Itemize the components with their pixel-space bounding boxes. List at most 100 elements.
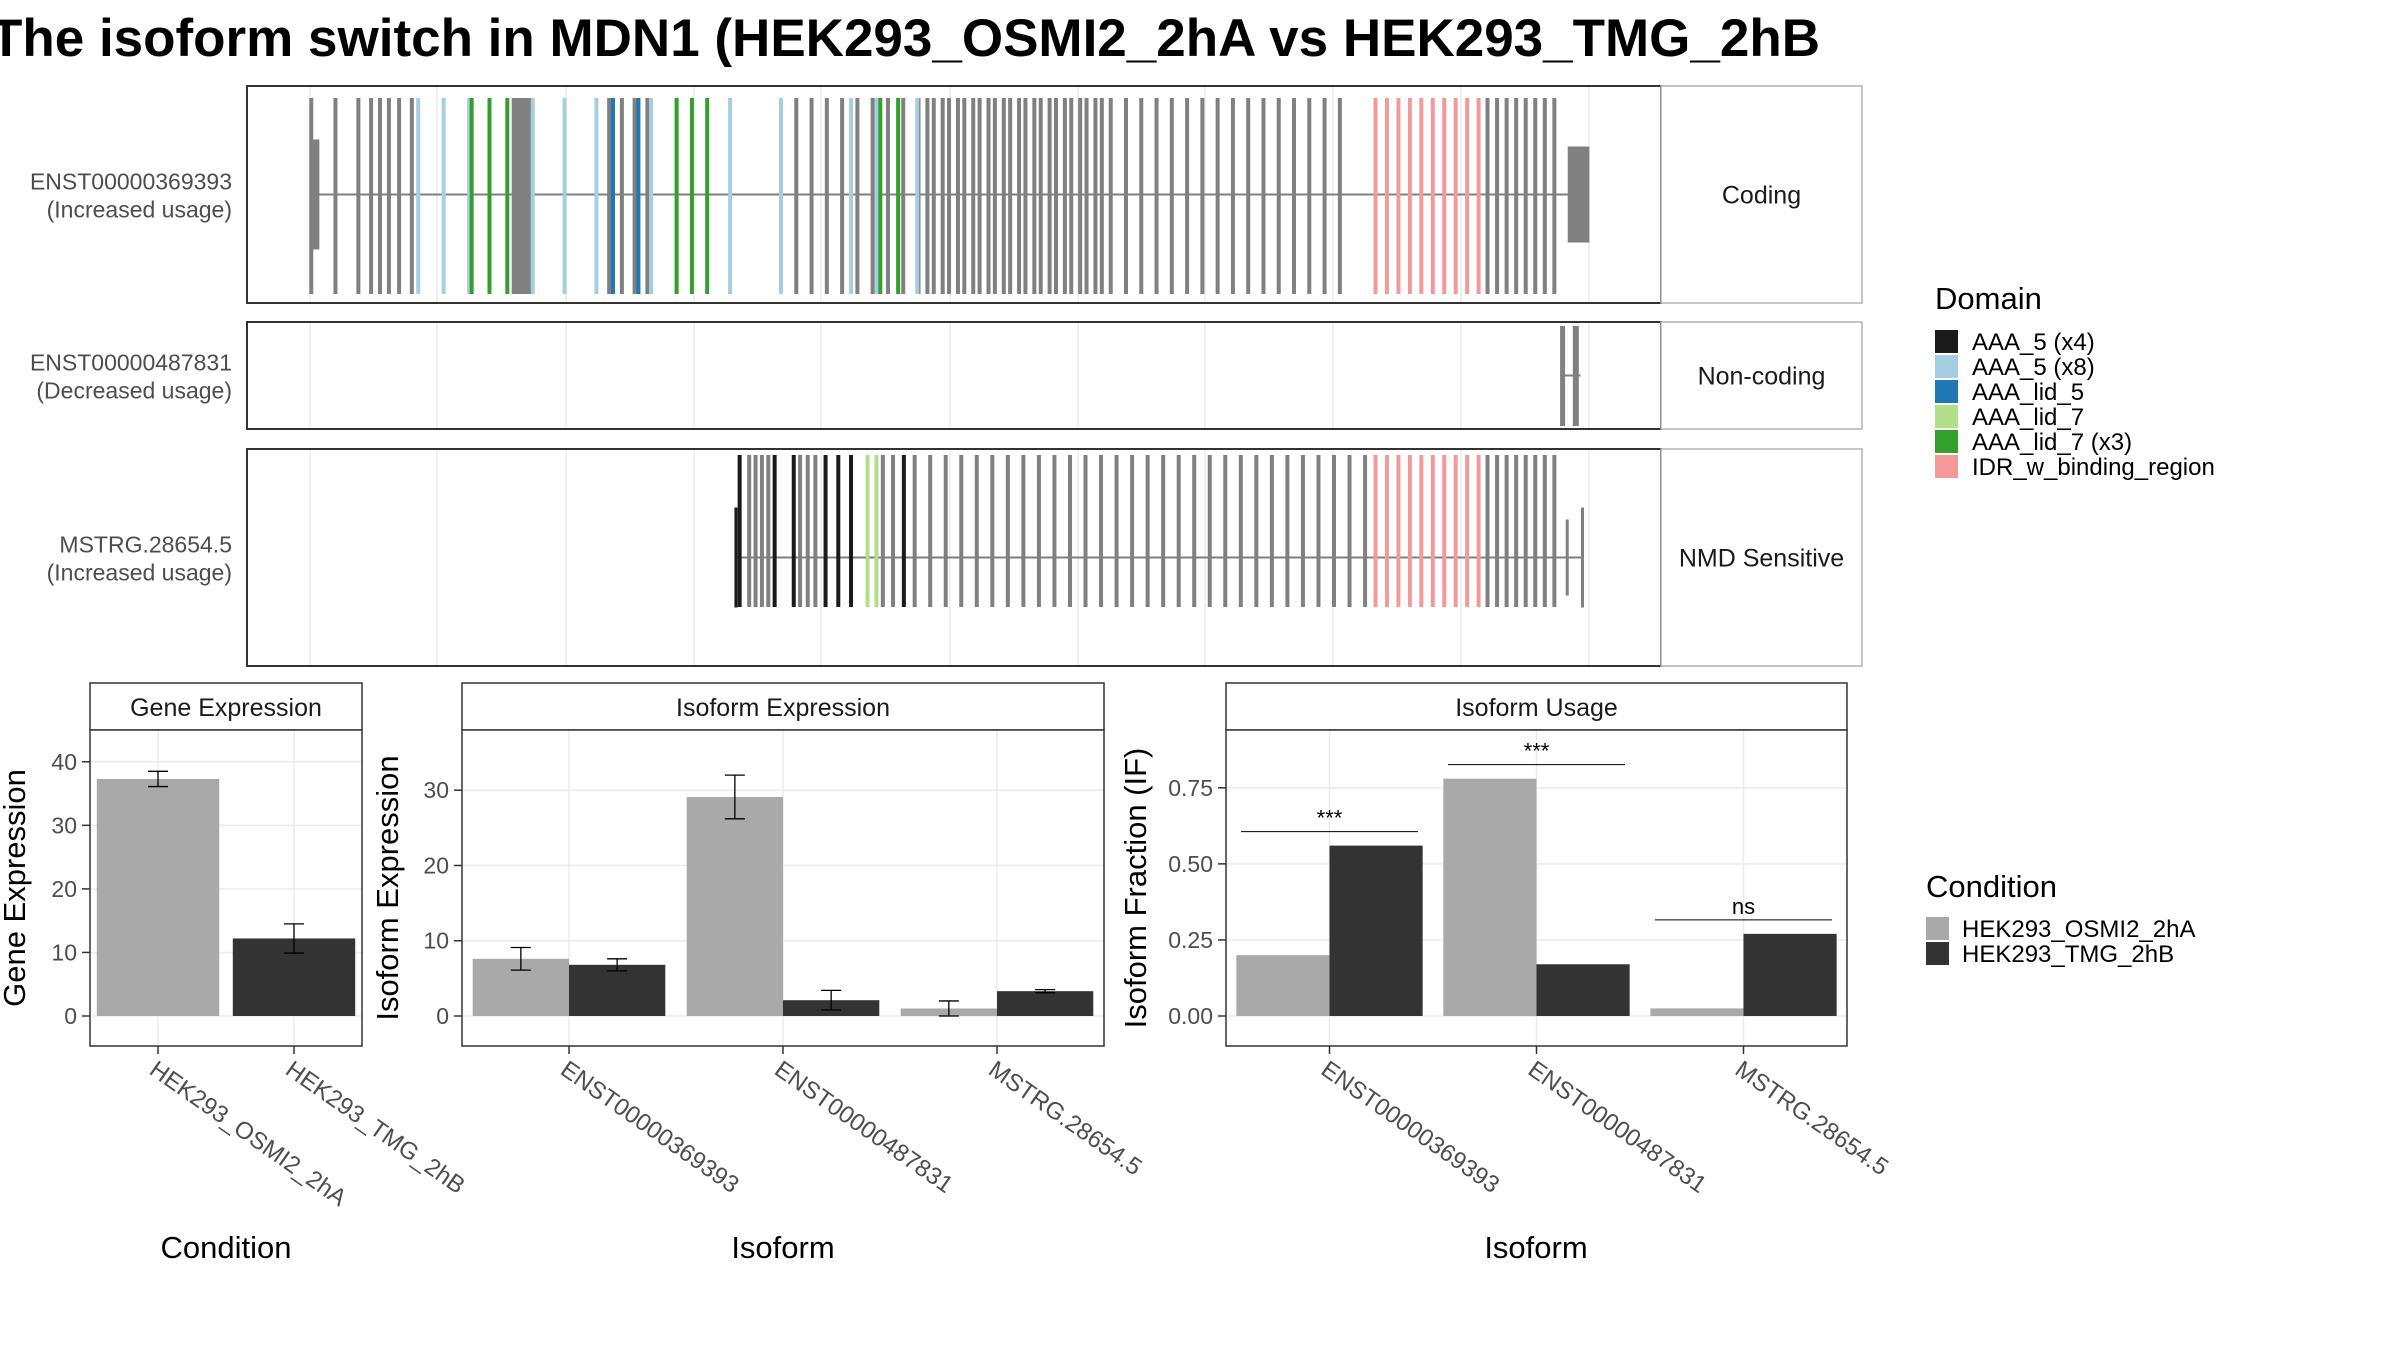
exon — [1114, 455, 1119, 607]
domain-legend-swatch — [1935, 330, 1958, 353]
exon — [1316, 455, 1321, 607]
y-tick-label: 0.50 — [1168, 851, 1213, 877]
y-tick-label: 0 — [436, 1003, 449, 1029]
exon — [518, 98, 523, 294]
condition-legend-item: HEK293_TMG_2hB — [1926, 941, 2174, 968]
x-axis-title: Isoform — [1484, 1230, 1587, 1265]
exon — [1238, 455, 1243, 607]
category-strip — [1660, 448, 1863, 667]
domain-exon — [849, 455, 854, 607]
exon — [1261, 98, 1266, 294]
transcript-id-label: ENST00000369393 — [30, 169, 232, 195]
exon — [1514, 98, 1519, 294]
bar — [686, 796, 783, 1016]
exon — [840, 98, 845, 294]
domain-exon — [1384, 455, 1389, 607]
exon — [809, 98, 814, 294]
x-tick-label: ENST00000487831 — [770, 1056, 958, 1199]
exon — [759, 455, 764, 607]
x-tick-label: MSTRG.28654.5 — [984, 1056, 1147, 1181]
exon — [1032, 98, 1037, 294]
domain-exon — [416, 98, 421, 294]
domain-exon — [901, 455, 906, 607]
exon — [1161, 455, 1166, 607]
exon — [1504, 455, 1509, 607]
domain-exon — [823, 455, 828, 607]
domain-exon — [1396, 455, 1401, 607]
significance-label: *** — [1524, 739, 1550, 764]
transcript-category-label: NMD Sensitive — [1679, 545, 1844, 573]
exon — [1067, 455, 1072, 607]
y-tick-label: 30 — [51, 812, 77, 838]
exon — [369, 98, 374, 294]
domain-exon — [836, 455, 841, 607]
domain-exon — [849, 98, 854, 294]
exon — [1552, 98, 1557, 294]
exon — [1514, 455, 1519, 607]
domain-exon — [441, 98, 446, 294]
domain-exon — [1396, 98, 1401, 294]
domain-legend-label: AAA_lid_7 — [1972, 404, 2084, 431]
exon — [521, 98, 526, 294]
exon — [1036, 455, 1041, 607]
exon — [1560, 326, 1566, 426]
exon — [1246, 98, 1251, 294]
exon — [1099, 455, 1104, 607]
expression-bar-charts: Gene Expression010203040HEK293_OSMI2_2hA… — [0, 682, 1893, 1265]
exon — [1572, 326, 1579, 426]
exon — [977, 98, 982, 294]
exon — [1542, 455, 1547, 607]
domain-exon — [896, 98, 901, 294]
condition-legend-label: HEK293_TMG_2hB — [1962, 941, 2174, 968]
transcript-id-label: ENST00000487831 — [30, 350, 232, 376]
domain-exon — [728, 98, 733, 294]
y-axis-title: Gene Expression — [0, 769, 32, 1007]
exon — [1083, 455, 1088, 607]
domain-exon — [1430, 98, 1435, 294]
chart-panel-border — [461, 729, 1105, 1047]
exon — [409, 98, 414, 294]
exon — [1021, 455, 1026, 607]
domain-legend-swatch — [1935, 380, 1958, 403]
exon — [1023, 98, 1028, 294]
exon — [1230, 98, 1235, 294]
domain-exon — [487, 98, 492, 294]
utr-end-block — [1567, 146, 1590, 243]
x-tick-label: ENST00000369393 — [556, 1056, 744, 1199]
domain-legend-label: AAA_5 (x4) — [1972, 329, 2095, 356]
transcript-row-enst00000487831: Non-coding ENST00000487831(Decreased usag… — [30, 321, 1863, 430]
domain-exon — [1476, 98, 1481, 294]
exon — [880, 455, 885, 607]
domain-legend-label: IDR_w_binding_region — [1972, 454, 2215, 481]
exon — [511, 98, 516, 294]
domain-exon — [530, 98, 535, 294]
exon — [1200, 98, 1205, 294]
exon — [805, 455, 810, 607]
domain-exon — [1476, 455, 1481, 607]
exon — [1008, 98, 1013, 294]
exon — [974, 455, 979, 607]
domain-exon — [791, 455, 796, 607]
y-tick-label: 0 — [64, 1003, 77, 1029]
domain-exon — [705, 98, 710, 294]
bar — [1236, 955, 1330, 1016]
domain-exon — [1453, 98, 1458, 294]
domain-legend-swatch — [1935, 405, 1958, 428]
exon — [619, 98, 624, 294]
domain-exon — [1419, 98, 1424, 294]
exon — [947, 98, 952, 294]
domain-exon — [562, 98, 567, 294]
domain-exon — [1373, 98, 1378, 294]
bar — [1743, 933, 1837, 1016]
exon — [378, 98, 383, 294]
exon — [1154, 98, 1159, 294]
domain-legend-item: AAA_lid_7 — [1935, 404, 2084, 431]
exon — [943, 455, 948, 607]
exon — [912, 455, 917, 607]
domain-exon — [874, 98, 879, 294]
exon — [971, 98, 976, 294]
transcript-usage-label: (Increased usage) — [47, 197, 232, 223]
exon — [1485, 98, 1490, 294]
exon — [333, 98, 338, 294]
